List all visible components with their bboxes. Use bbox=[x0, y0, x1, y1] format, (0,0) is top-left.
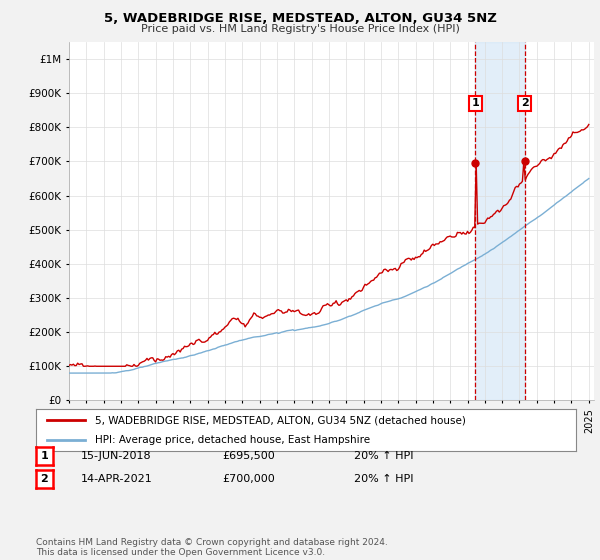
Text: £700,000: £700,000 bbox=[222, 474, 275, 484]
Text: Price paid vs. HM Land Registry's House Price Index (HPI): Price paid vs. HM Land Registry's House … bbox=[140, 24, 460, 34]
Text: 14-APR-2021: 14-APR-2021 bbox=[81, 474, 153, 484]
Text: 5, WADEBRIDGE RISE, MEDSTEAD, ALTON, GU34 5NZ: 5, WADEBRIDGE RISE, MEDSTEAD, ALTON, GU3… bbox=[104, 12, 496, 25]
Text: 15-JUN-2018: 15-JUN-2018 bbox=[81, 451, 152, 461]
Text: 1: 1 bbox=[472, 99, 479, 109]
Text: 1: 1 bbox=[41, 451, 48, 461]
Text: 20% ↑ HPI: 20% ↑ HPI bbox=[354, 474, 413, 484]
Text: 5, WADEBRIDGE RISE, MEDSTEAD, ALTON, GU34 5NZ (detached house): 5, WADEBRIDGE RISE, MEDSTEAD, ALTON, GU3… bbox=[95, 415, 466, 425]
Text: 2: 2 bbox=[521, 99, 529, 109]
Text: 20% ↑ HPI: 20% ↑ HPI bbox=[354, 451, 413, 461]
Text: HPI: Average price, detached house, East Hampshire: HPI: Average price, detached house, East… bbox=[95, 435, 371, 445]
Text: £695,500: £695,500 bbox=[222, 451, 275, 461]
Text: 2: 2 bbox=[41, 474, 48, 484]
Text: Contains HM Land Registry data © Crown copyright and database right 2024.
This d: Contains HM Land Registry data © Crown c… bbox=[36, 538, 388, 557]
Bar bbox=[475, 42, 524, 400]
